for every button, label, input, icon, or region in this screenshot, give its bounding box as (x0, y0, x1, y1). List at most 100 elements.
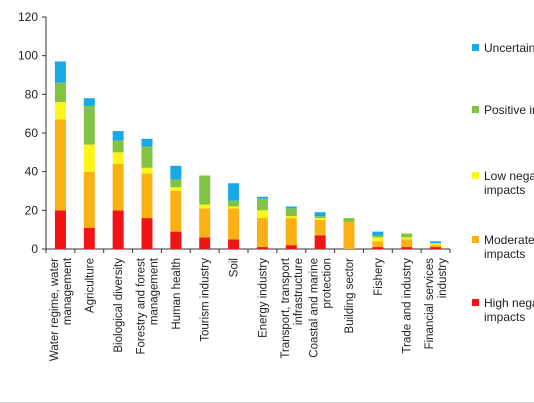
bar-segment (112, 140, 124, 153)
legend-label-line: Uncertain (484, 41, 534, 55)
bar-segment (83, 105, 95, 145)
x-category-label: Financial servicesindustry (424, 258, 449, 350)
x-category-label: Energy industry (257, 258, 269, 338)
x-category-label-line: industry (437, 258, 449, 299)
y-tick-label: 20 (25, 203, 39, 217)
bar-segment (112, 152, 124, 164)
bar-segment (372, 237, 384, 242)
legend-label-line: High nega (484, 296, 534, 310)
legend-label: High nega impacts (484, 296, 534, 324)
y-tick-label: 0 (31, 242, 38, 256)
bar-segment (228, 183, 240, 201)
legend-label-line: impacts (484, 310, 525, 324)
legend-label: Positive im (484, 103, 534, 117)
bar-segment (83, 144, 95, 172)
bar-segment (430, 247, 442, 249)
bar-segment (314, 218, 326, 220)
y-tick-label: 40 (25, 165, 39, 179)
bar-segment (228, 208, 240, 240)
bar-segment (343, 221, 355, 249)
bar-segment (285, 216, 297, 219)
x-category-label-line: Coastal and marine (309, 258, 321, 358)
bar-segment (285, 218, 297, 246)
x-category-label-line: Agriculture (84, 258, 96, 313)
x-category-label-line: Human health (171, 258, 183, 330)
x-category-label-line: management (149, 257, 161, 325)
bar-segment (314, 216, 326, 219)
x-category-label: Transport, transportinfrastructure (280, 257, 305, 358)
bar-segment (430, 243, 442, 246)
bar-segment (170, 179, 182, 188)
y-tick-label: 80 (25, 87, 39, 101)
x-category-label-line: Financial services (424, 258, 436, 350)
bar-segment (199, 204, 211, 209)
bar-segment (256, 247, 268, 249)
x-category-label: Agriculture (84, 258, 96, 313)
x-category-label-line: Trade and industry (402, 258, 414, 354)
x-category-label-line: Building sector (344, 258, 356, 334)
bar-segment (430, 245, 442, 248)
x-category-label-line: Biological diversity (113, 258, 125, 353)
bar-segment (199, 208, 211, 238)
x-category-label: Human health (171, 258, 183, 330)
bar-segment (314, 212, 326, 217)
bar-segment (141, 167, 153, 174)
bar-segment (54, 119, 66, 211)
bar-segment (372, 235, 384, 238)
legend-label-line: Low nega (484, 169, 534, 183)
x-category-label-line: Tourism industry (200, 258, 212, 342)
y-tick-label: 60 (25, 126, 39, 140)
legend-swatch (472, 44, 479, 51)
bar-segment (343, 218, 355, 222)
x-category-label: Biological diversity (113, 258, 125, 353)
legend-label-line: Moderate (484, 233, 534, 247)
bar-segment (285, 208, 297, 217)
x-category-label-line: protection (322, 258, 334, 309)
x-category-label: Building sector (344, 258, 356, 334)
bar-segment (83, 227, 95, 249)
x-category-label-line: infrastructure (293, 258, 305, 325)
bar-segment (54, 210, 66, 249)
bar-segment (401, 233, 413, 238)
legend-label-line: Positive im (484, 103, 534, 117)
bar-segment (54, 82, 66, 103)
bar-segment (285, 206, 297, 209)
legend-label: Uncertain (484, 41, 534, 55)
legend-swatch (472, 236, 479, 243)
x-category-label-line: Soil (229, 258, 241, 277)
legend-label-line: impacts (484, 183, 525, 197)
bar-segment (83, 171, 95, 228)
x-category-label-line: Forestry and forest (136, 257, 148, 354)
x-category-label: Fishery (373, 258, 385, 296)
bar-segment (112, 163, 124, 211)
legend-label: Low nega impacts (484, 169, 534, 197)
bar-segment (401, 247, 413, 249)
x-category-label: Forestry and forestmanagement (136, 257, 161, 354)
bar-segment (256, 210, 268, 219)
bar-segment (54, 61, 66, 83)
bar-segment (141, 218, 153, 249)
bar-segment (141, 146, 153, 168)
x-category-label: Trade and industry (402, 258, 414, 354)
legend-swatch (472, 106, 479, 113)
bar-segment (228, 239, 240, 249)
x-category-label: Tourism industry (200, 258, 212, 342)
bar-segment (372, 241, 384, 248)
legend-swatch (472, 172, 479, 179)
bar-segment (199, 237, 211, 249)
x-category-label: Soil (229, 258, 241, 277)
bar-segment (83, 98, 95, 106)
bar-segment (170, 191, 182, 232)
x-category-label: Water regime, watermanagement (49, 257, 74, 361)
bar-segment (285, 245, 297, 249)
legend-label-line: impacts (484, 247, 525, 261)
bar-segment (401, 237, 413, 240)
bar-segment (54, 102, 66, 120)
bar-segment (256, 198, 268, 211)
legend-swatch (472, 299, 479, 306)
bar-segment (256, 218, 268, 248)
bar-segment (112, 210, 124, 249)
bar-segment (141, 138, 153, 147)
bar-segment (430, 241, 442, 244)
